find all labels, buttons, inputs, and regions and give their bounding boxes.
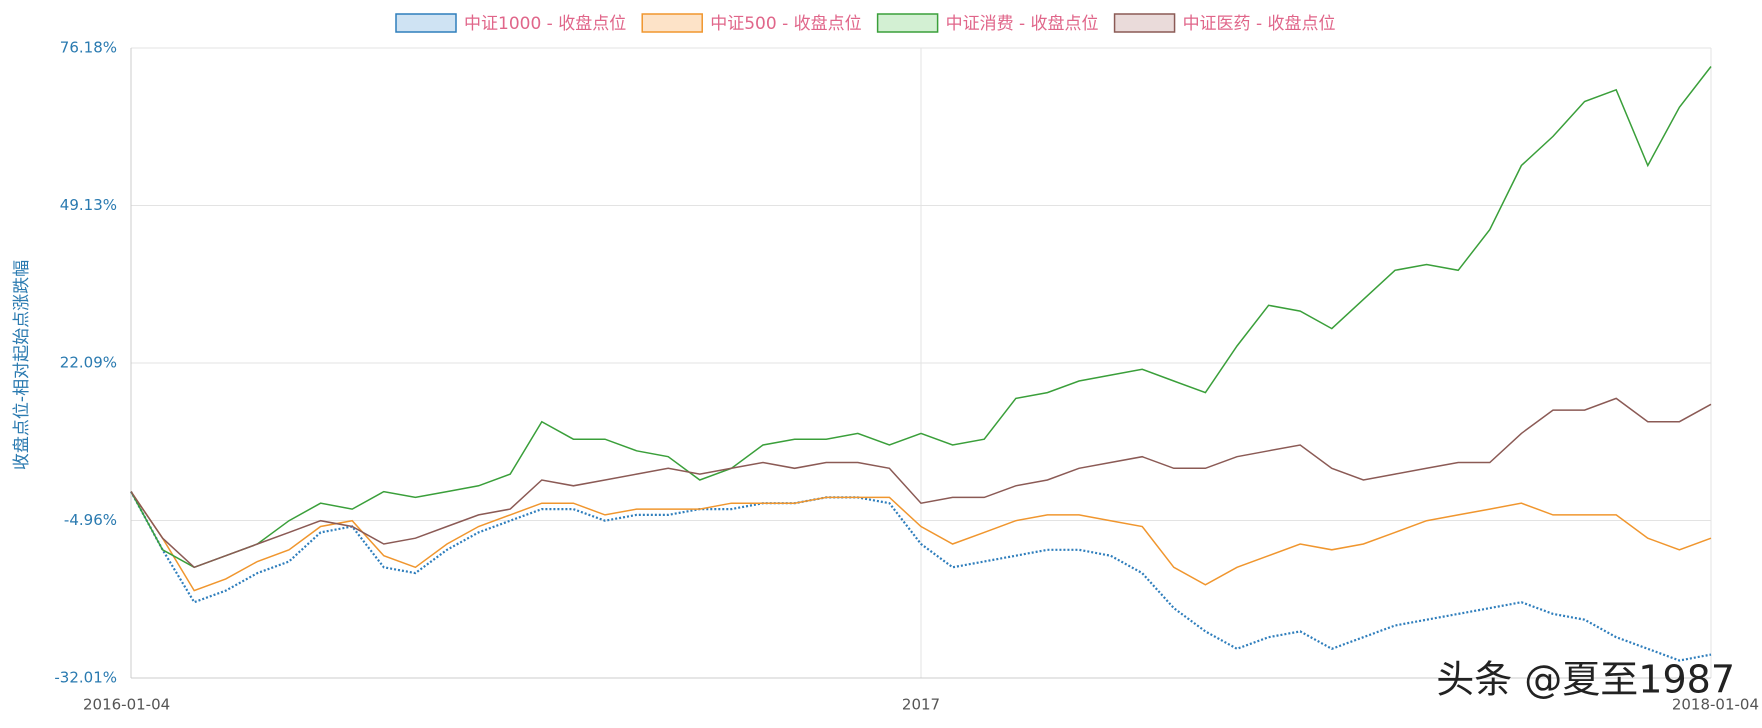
watermark: 头条 @夏至1987 xyxy=(1436,658,1735,702)
y-tick-label: 22.09% xyxy=(60,353,117,371)
y-tick-label: 76.18% xyxy=(60,39,117,57)
series-line xyxy=(130,491,1712,592)
y-tick-label: -32.01% xyxy=(54,669,117,687)
series-line xyxy=(130,397,1712,569)
x-tick-label: 2017 xyxy=(902,696,940,714)
y-tick-label: 49.13% xyxy=(60,196,117,214)
series-line xyxy=(130,491,1712,662)
x-tick-label: 2016-01-04 xyxy=(83,696,170,714)
legend-swatch xyxy=(395,13,457,33)
legend-swatch xyxy=(876,13,939,33)
legend-label: 中证500 - 收盘点位 xyxy=(710,14,861,34)
legend-label: 中证消费 - 收盘点位 xyxy=(946,14,1099,34)
legend-swatch xyxy=(1113,13,1176,33)
series-line xyxy=(130,66,1712,569)
legend-label: 中证医药 - 收盘点位 xyxy=(1183,14,1336,34)
x-tick-label: 2018-01-04 xyxy=(1672,696,1759,714)
legend-label: 中证1000 - 收盘点位 xyxy=(464,14,626,34)
y-tick-label: -4.96% xyxy=(64,511,117,529)
legend-swatch xyxy=(641,13,703,33)
y-axis-title: 收盘点位-相对起始点涨跌幅 xyxy=(12,260,32,470)
